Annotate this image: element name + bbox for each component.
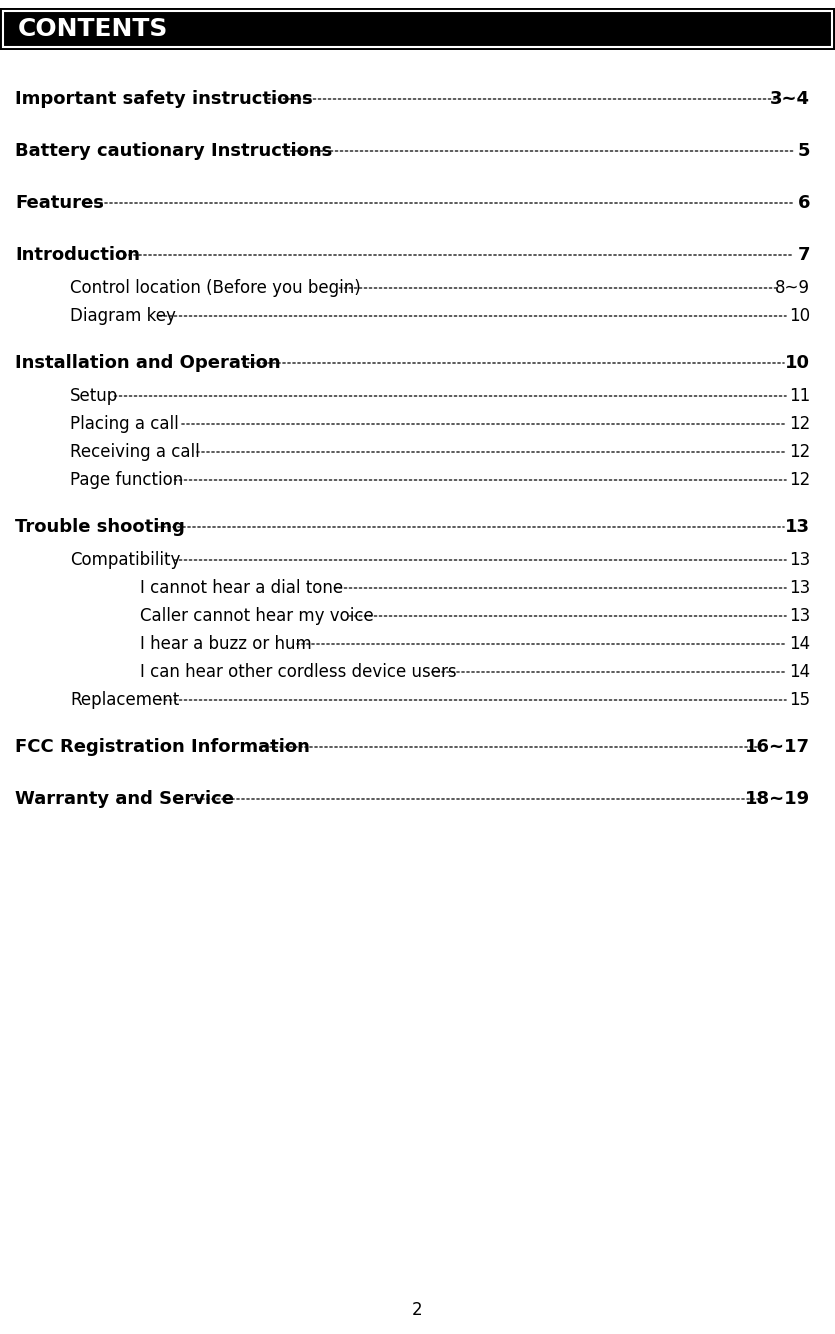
Bar bbox=[3, 11, 832, 47]
Text: I can hear other cordless device users: I can hear other cordless device users bbox=[140, 663, 457, 680]
Text: 16~17: 16~17 bbox=[745, 738, 810, 756]
Text: 15: 15 bbox=[789, 691, 810, 708]
Text: 11: 11 bbox=[789, 387, 810, 406]
Text: 13: 13 bbox=[785, 518, 810, 536]
Text: Important safety instructions: Important safety instructions bbox=[15, 89, 313, 108]
Text: Features: Features bbox=[15, 193, 104, 212]
Text: 13: 13 bbox=[789, 579, 810, 598]
Text: Compatibility: Compatibility bbox=[70, 551, 180, 570]
Text: 12: 12 bbox=[789, 415, 810, 434]
Text: CONTENTS: CONTENTS bbox=[18, 17, 169, 41]
Text: 12: 12 bbox=[789, 443, 810, 462]
Text: 14: 14 bbox=[789, 635, 810, 654]
Text: Introduction: Introduction bbox=[15, 245, 140, 264]
Text: 10: 10 bbox=[789, 307, 810, 325]
Text: 18~19: 18~19 bbox=[745, 790, 810, 808]
Text: 8~9: 8~9 bbox=[775, 279, 810, 297]
Text: Battery cautionary Instructions: Battery cautionary Instructions bbox=[15, 141, 332, 160]
Bar bbox=[0, 8, 835, 49]
Text: Replacement: Replacement bbox=[70, 691, 180, 708]
Text: Caller cannot hear my voice: Caller cannot hear my voice bbox=[140, 607, 374, 626]
Text: 2: 2 bbox=[412, 1301, 423, 1319]
Text: 10: 10 bbox=[785, 354, 810, 372]
Text: 5: 5 bbox=[797, 141, 810, 160]
Text: Receiving a call: Receiving a call bbox=[70, 443, 200, 462]
Text: Diagram key: Diagram key bbox=[70, 307, 176, 325]
Text: Control location (Before you begin): Control location (Before you begin) bbox=[70, 279, 361, 297]
Text: Placing a call: Placing a call bbox=[70, 415, 179, 434]
Text: 3~4: 3~4 bbox=[770, 89, 810, 108]
Text: 14: 14 bbox=[789, 663, 810, 680]
Text: Warranty and Service: Warranty and Service bbox=[15, 790, 234, 808]
Text: Installation and Operation: Installation and Operation bbox=[15, 354, 281, 372]
Text: FCC Registration Information: FCC Registration Information bbox=[15, 738, 310, 756]
Text: 12: 12 bbox=[789, 471, 810, 490]
Text: I cannot hear a dial tone: I cannot hear a dial tone bbox=[140, 579, 343, 598]
Text: Setup: Setup bbox=[70, 387, 119, 406]
Text: 13: 13 bbox=[789, 551, 810, 570]
Text: Page function: Page function bbox=[70, 471, 183, 490]
Text: 7: 7 bbox=[797, 245, 810, 264]
Text: I hear a buzz or hum: I hear a buzz or hum bbox=[140, 635, 311, 654]
Text: Trouble shooting: Trouble shooting bbox=[15, 518, 185, 536]
Text: 6: 6 bbox=[797, 193, 810, 212]
Text: 13: 13 bbox=[789, 607, 810, 626]
